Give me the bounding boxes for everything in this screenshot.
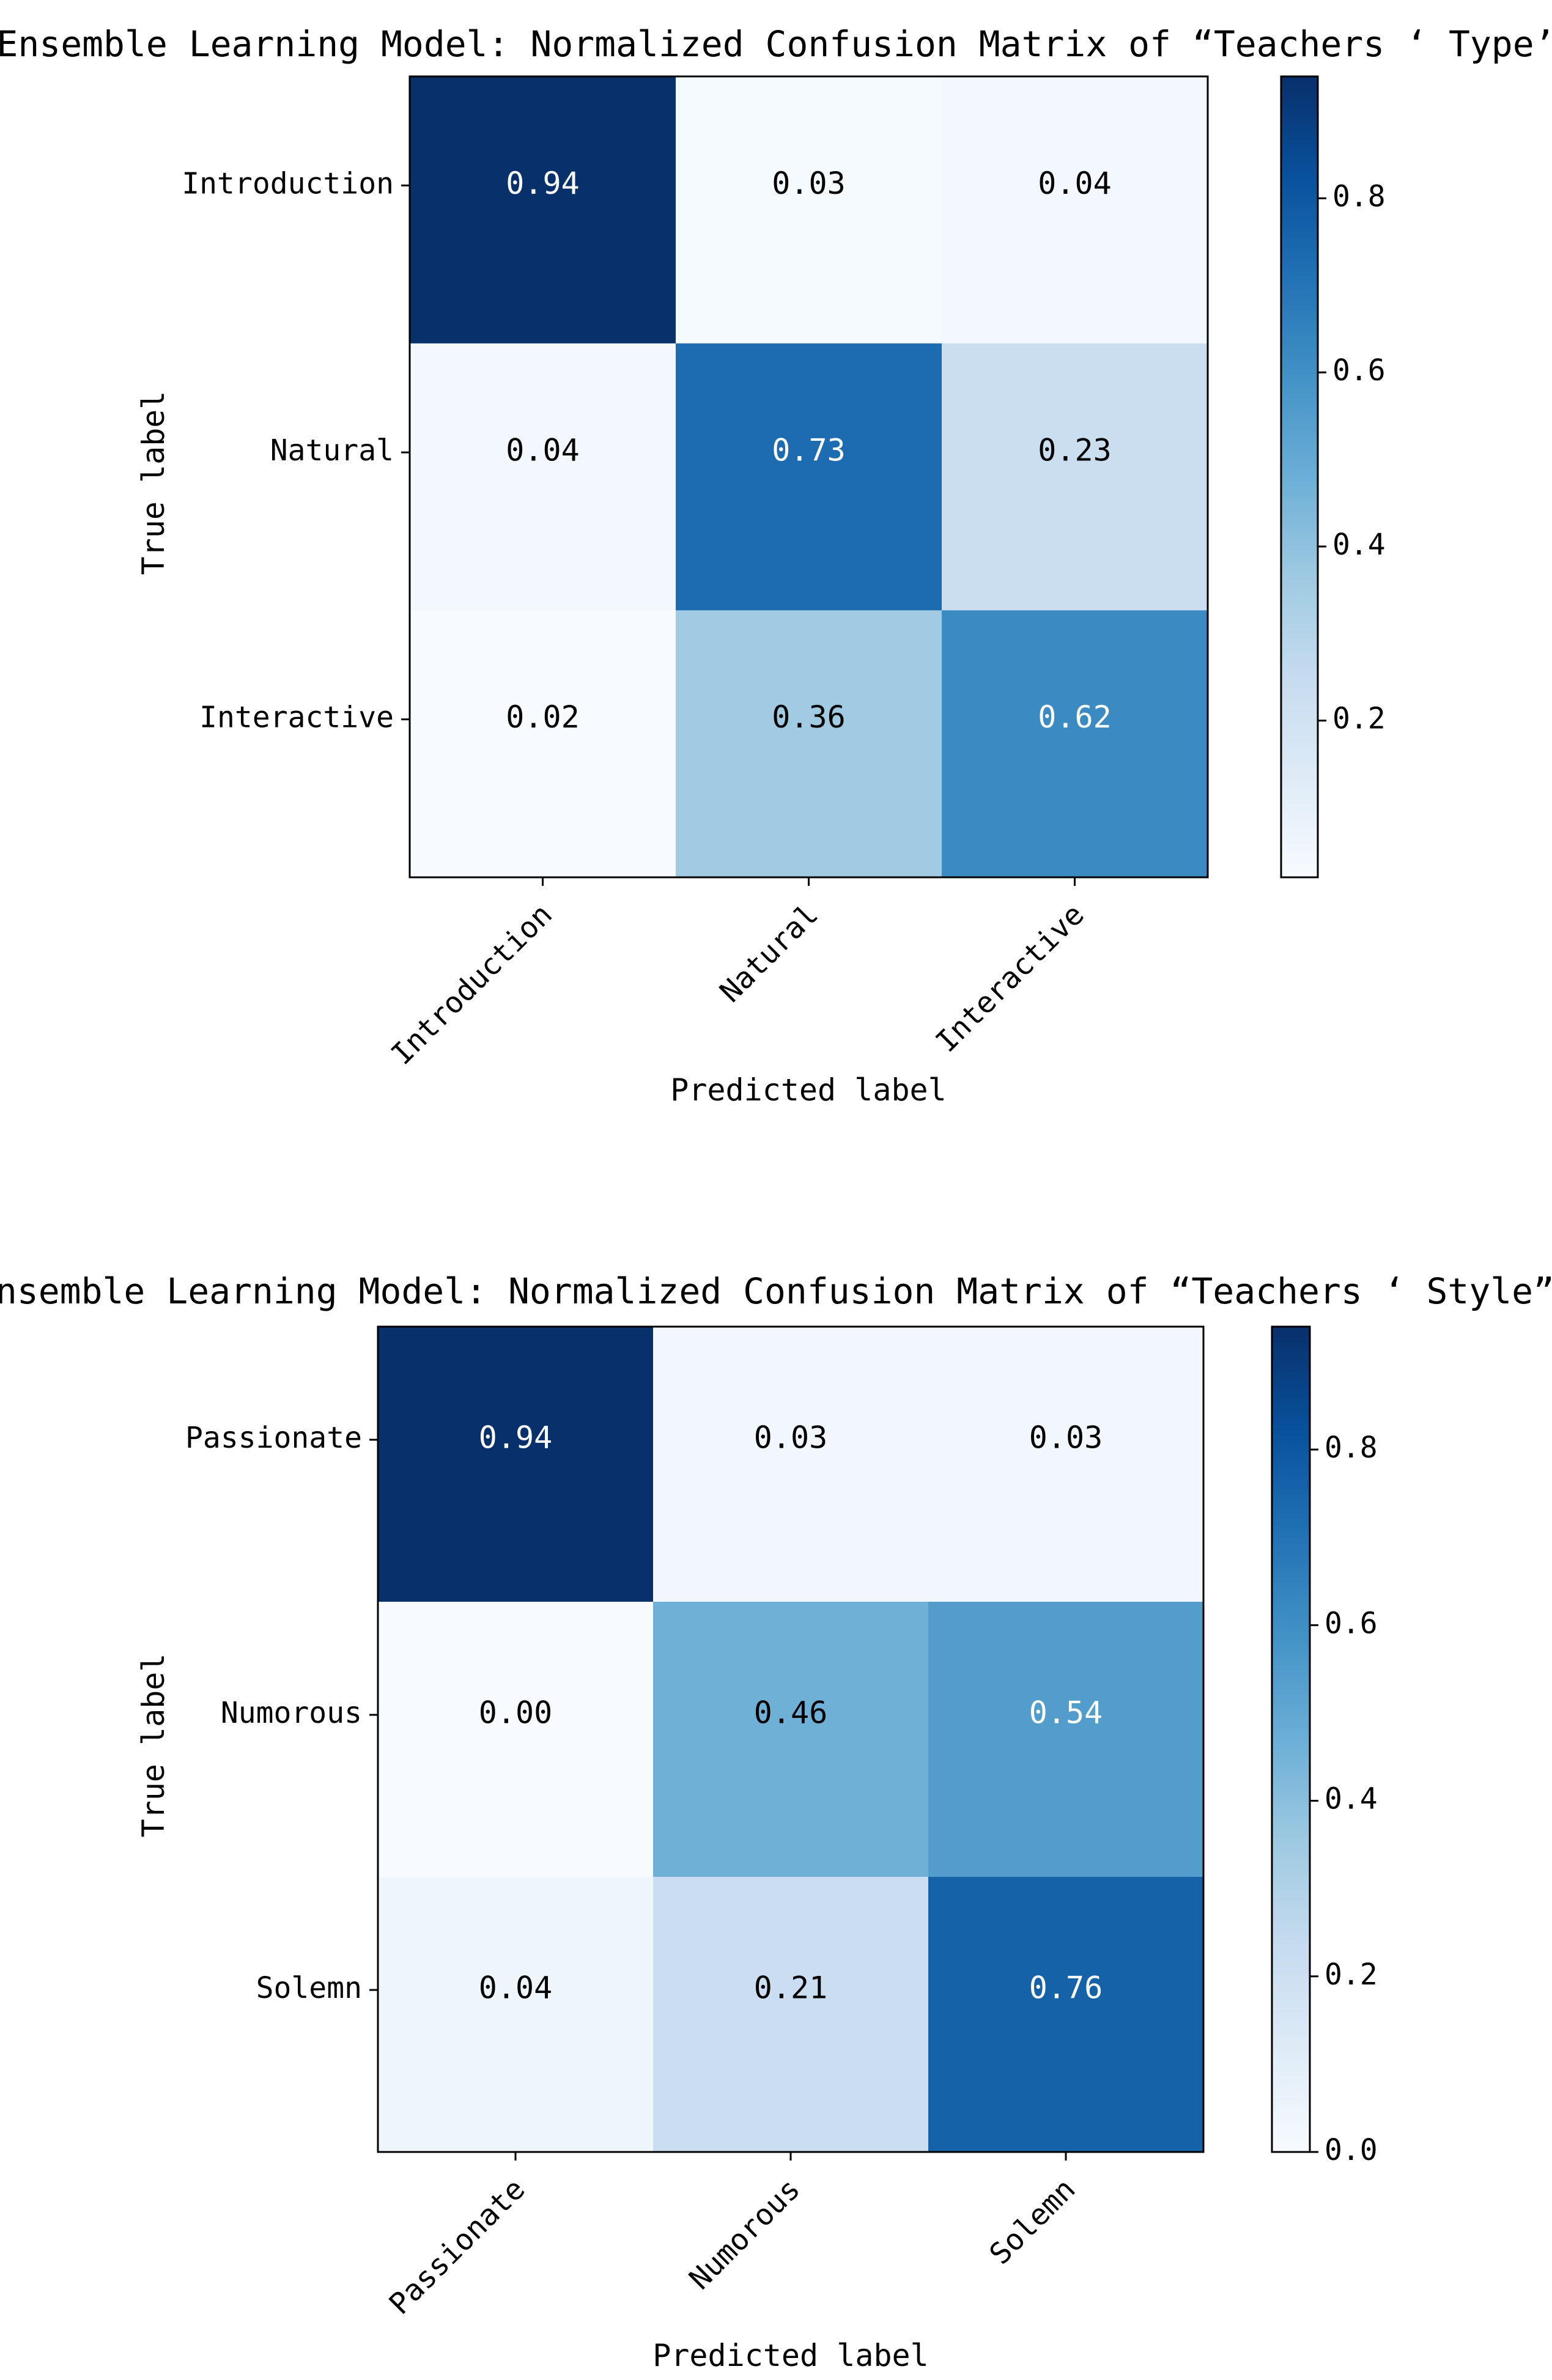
cell-value-label: 0.03 xyxy=(1029,1420,1103,1456)
heatmap-cells: 0.94 0.03 0.03 0.00 0.46 0.54 0.04 0.21 0.76 xyxy=(378,1327,1204,2153)
cell-value-label: 0.62 xyxy=(1038,699,1111,735)
heatmap-cell xyxy=(942,343,1208,611)
cell-value-label: 0.23 xyxy=(1038,433,1111,468)
x-tick-label: Solemn xyxy=(983,2172,1082,2271)
y-tick-label: Numorous xyxy=(221,1696,362,1730)
cell-value-label: 0.94 xyxy=(506,166,579,201)
colorbar-tick-label: 0.0 xyxy=(1325,2133,1378,2167)
x-tick-label: Introduction xyxy=(385,897,559,1072)
heatmap-cell xyxy=(378,1602,654,1877)
heatmap-cell xyxy=(653,1327,929,1602)
heatmap-cell xyxy=(928,1602,1204,1877)
colorbar-tick-label: 0.6 xyxy=(1325,1606,1378,1640)
cell-value-label: 0.73 xyxy=(772,433,845,468)
heatmap-cell xyxy=(653,1602,929,1877)
colorbar-tick-label: 0.6 xyxy=(1332,353,1386,388)
colorbar-tick-label: 0.2 xyxy=(1332,702,1386,736)
heatmap-cell xyxy=(676,343,942,611)
cell-value-label: 0.03 xyxy=(772,166,845,201)
x-tick-labels: Passionate Numorous Solemn xyxy=(383,2172,1082,2321)
cell-value-label: 0.04 xyxy=(506,433,579,468)
heatmap-cell xyxy=(378,1877,654,2153)
heatmap-cell xyxy=(410,610,676,878)
x-tick-labels: Introduction Natural Interactive xyxy=(385,897,1091,1072)
cell-value-label: 0.21 xyxy=(754,1970,827,2006)
y-axis-label: True label xyxy=(136,391,171,575)
colorbar-tick-label: 0.4 xyxy=(1325,1782,1378,1816)
confusion-matrix-style-panel: Ensemble Learning Model: Normalized Conf… xyxy=(0,1270,1552,2373)
cell-value-label: 0.00 xyxy=(479,1695,552,1731)
confusion-matrix-type-panel: Ensemble Learning Model: Normalized Conf… xyxy=(0,23,1552,1108)
y-tick-label: Introduction xyxy=(182,166,394,201)
y-axis-label: True label xyxy=(136,1653,171,1837)
y-tick-labels: Introduction Natural Interactive xyxy=(182,166,394,734)
heatmap-cell xyxy=(942,76,1208,344)
x-axis-label: Predicted label xyxy=(670,1072,947,1108)
cell-value-label: 0.04 xyxy=(479,1970,552,2006)
cell-value-label: 0.76 xyxy=(1029,1970,1103,2006)
heatmap-cell xyxy=(410,343,676,611)
cell-value-label: 0.02 xyxy=(506,699,579,735)
y-tick-label: Natural xyxy=(270,433,394,468)
x-tick-label: Numorous xyxy=(682,2172,807,2296)
colorbar-tick-label: 0.2 xyxy=(1325,1958,1378,1992)
x-tick-label: Natural xyxy=(713,897,825,1009)
heatmap-cell xyxy=(676,610,942,878)
y-tick-label: Interactive xyxy=(199,701,394,735)
colorbar-tick-label: 0.8 xyxy=(1325,1431,1378,1465)
colorbar-gradient xyxy=(1280,75,1319,879)
colorbar-tick-label: 0.4 xyxy=(1332,528,1386,562)
cell-value-label: 0.36 xyxy=(772,699,845,735)
chart-title: Ensemble Learning Model: Normalized Conf… xyxy=(0,1270,1552,1312)
x-tick-label: Interactive xyxy=(929,897,1091,1059)
colorbar-tick-label: 0.8 xyxy=(1332,179,1386,213)
heatmap-cell xyxy=(378,1327,654,1602)
colorbar-gradient xyxy=(1271,1325,1311,2153)
x-tick-label: Passionate xyxy=(383,2172,532,2321)
cell-value-label: 0.54 xyxy=(1029,1695,1103,1731)
colorbar: 0.0 0.2 0.4 0.6 0.8 xyxy=(1271,1325,1378,2167)
cell-value-label: 0.03 xyxy=(754,1420,827,1456)
heatmap-cell xyxy=(928,1327,1204,1602)
cell-value-label: 0.94 xyxy=(479,1420,552,1456)
y-tick-label: Solemn xyxy=(256,1971,362,2005)
heatmap-cell xyxy=(928,1877,1204,2153)
heatmap-cell xyxy=(410,76,676,344)
heatmap-cell xyxy=(653,1877,929,2153)
cell-value-label: 0.46 xyxy=(754,1695,827,1731)
colorbar: 0.2 0.4 0.6 0.8 xyxy=(1280,75,1386,879)
chart-title: Ensemble Learning Model: Normalized Conf… xyxy=(0,23,1552,65)
y-tick-labels: Passionate Numorous Solemn xyxy=(185,1421,362,2005)
x-axis-label: Predicted label xyxy=(652,2338,929,2373)
heatmap-cells: 0.94 0.03 0.04 0.04 0.73 0.23 0.02 0.36 0.62 xyxy=(410,76,1208,878)
y-tick-label: Passionate xyxy=(185,1421,362,1455)
heatmap-cell xyxy=(676,76,942,344)
heatmap-cell xyxy=(942,610,1208,878)
cell-value-label: 0.04 xyxy=(1038,166,1111,201)
